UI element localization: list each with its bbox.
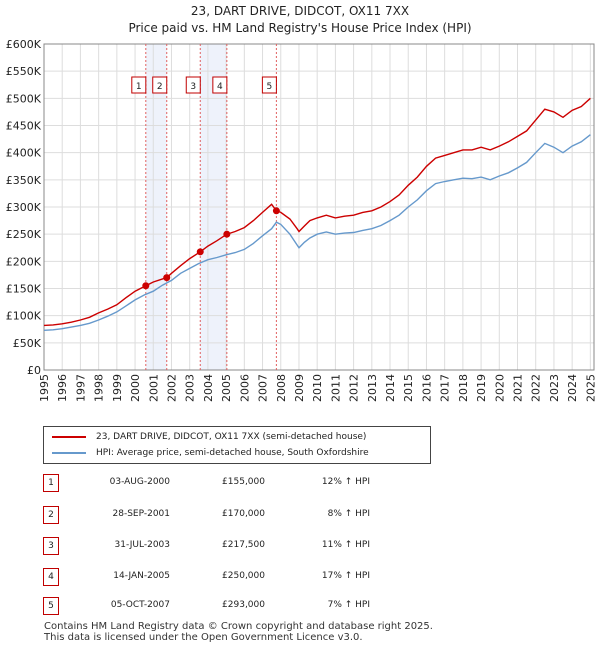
chart-title: 23, DART DRIVE, DIDCOT, OX11 7XX (190, 4, 410, 18)
x-tick-label: 1997 (74, 374, 87, 402)
transaction-number: 2 (43, 506, 59, 524)
series-line (43, 134, 591, 331)
x-tick-label: 2015 (402, 374, 415, 402)
chart-plot: £0 £50K £100K £150K £200K £250K £300K £350K £400… (6, 38, 598, 402)
sale-marker-box (185, 76, 201, 94)
sale-point (272, 207, 280, 215)
transaction-hpi: 8% ↑ HPI (327, 509, 370, 519)
x-tick-label: 2009 (293, 374, 306, 402)
y-tick-label: £300K (6, 201, 42, 214)
transaction-price: £155,000 (222, 477, 265, 487)
transaction-date: 31-JUL-2003 (114, 540, 170, 550)
x-tick-label: 2003 (184, 374, 197, 402)
x-tick-label: 1998 (93, 374, 106, 402)
x-tick-label: 2006 (238, 374, 251, 402)
x-tick-label: 2012 (348, 374, 361, 402)
x-tick-label: 2001 (147, 374, 160, 402)
table-row: 5 05-OCT-2007 £293,000 7% ↑ HPI (0, 597, 600, 617)
transaction-price: £217,500 (222, 540, 265, 550)
y-tick-label: £150K (6, 283, 42, 296)
footer-copyright: Contains HM Land Registry data © Crown c… (44, 621, 433, 632)
x-tick-label: 2004 (202, 374, 215, 402)
x-tick-label: 2000 (129, 374, 142, 402)
sale-marker-box (261, 76, 277, 94)
x-tick-label: 2023 (548, 374, 561, 402)
x-tick-label: 2019 (475, 374, 488, 402)
x-tick-label: 2016 (420, 374, 433, 402)
transaction-date: 28-SEP-2001 (112, 509, 170, 519)
sale-marker-label: 4 (217, 82, 223, 92)
x-tick-label: 2002 (165, 374, 178, 402)
x-tick-label: 1999 (111, 374, 124, 402)
sale-point (196, 248, 204, 256)
x-tick-label: 2025 (584, 374, 597, 402)
sale-marker-label: 2 (157, 82, 163, 92)
transaction-price: £293,000 (222, 600, 265, 610)
y-tick-label: £350K (6, 174, 42, 187)
table-row: 1 03-AUG-2000 £155,000 12% ↑ HPI (0, 474, 600, 494)
series-line (43, 97, 591, 327)
y-tick-label: £500K (6, 92, 42, 105)
y-tick-label: £450K (6, 120, 42, 133)
sale-point (163, 274, 171, 282)
sale-point (142, 282, 150, 290)
transaction-date: 03-AUG-2000 (109, 477, 170, 487)
legend-label-hpi: HPI: Average price, semi-detached house,… (96, 448, 369, 458)
transaction-number: 1 (43, 474, 59, 492)
legend-swatch-hpi (52, 452, 86, 454)
sale-marker-label: 3 (190, 82, 196, 92)
legend-item-hpi: HPI: Average price, semi-detached house,… (52, 445, 369, 461)
transaction-price: £250,000 (222, 571, 265, 581)
x-tick-label: 2017 (439, 374, 452, 402)
sale-marker-box (212, 76, 228, 94)
y-tick-label: £400K (6, 147, 42, 160)
transaction-hpi: 12% ↑ HPI (321, 477, 370, 487)
plot-frame (43, 43, 595, 371)
transaction-date: 14-JAN-2005 (113, 571, 170, 581)
footer-license: This data is licensed under the Open Gov… (44, 632, 363, 643)
y-tick-label: £50K (13, 337, 42, 350)
sale-marker-label: 1 (136, 82, 142, 92)
sale-marker-box (152, 76, 168, 94)
sale-marker-box (131, 76, 147, 94)
sale-point (223, 230, 231, 238)
table-row: 4 14-JAN-2005 £250,000 17% ↑ HPI (0, 568, 600, 588)
y-tick-label: £200K (6, 255, 42, 268)
legend: 23, DART DRIVE, DIDCOT, OX11 7XX (semi-d… (43, 426, 431, 464)
x-tick-label: 2020 (493, 374, 506, 402)
x-tick-label: 2014 (384, 374, 397, 402)
x-tick-label: 2018 (457, 374, 470, 402)
transaction-number: 5 (43, 597, 59, 615)
y-tick-label: £100K (6, 310, 42, 323)
x-tick-label: 1996 (56, 374, 69, 402)
y-tick-label: £550K (6, 65, 42, 78)
y-tick-label: £0 (27, 364, 41, 377)
y-tick-label: £600K (6, 38, 42, 51)
x-tick-label: 2011 (329, 374, 342, 402)
legend-item-property: 23, DART DRIVE, DIDCOT, OX11 7XX (semi-d… (52, 429, 366, 445)
transaction-hpi: 11% ↑ HPI (321, 540, 370, 550)
x-tick-label: 2008 (275, 374, 288, 402)
transaction-hpi: 7% ↑ HPI (327, 600, 370, 610)
x-tick-label: 2022 (530, 374, 543, 402)
x-tick-label: 2005 (220, 374, 233, 402)
table-row: 2 28-SEP-2001 £170,000 8% ↑ HPI (0, 506, 600, 526)
legend-label-property: 23, DART DRIVE, DIDCOT, OX11 7XX (semi-d… (96, 432, 367, 442)
transaction-number: 3 (43, 537, 59, 555)
transaction-price: £170,000 (222, 509, 265, 519)
y-tick-label: £250K (6, 228, 42, 241)
transaction-hpi: 17% ↑ HPI (321, 571, 370, 581)
x-tick-label: 2021 (512, 374, 525, 402)
x-tick-label: 2024 (566, 374, 579, 402)
x-tick-label: 2010 (311, 374, 324, 402)
transaction-number: 4 (43, 568, 59, 586)
legend-swatch-property (52, 436, 86, 438)
transaction-date: 05-OCT-2007 (110, 600, 170, 610)
chart-subtitle: Price paid vs. HM Land Registry's House … (128, 21, 472, 35)
x-tick-label: 1995 (38, 374, 51, 402)
x-tick-label: 2013 (366, 374, 379, 402)
x-tick-label: 2007 (257, 374, 270, 402)
table-row: 3 31-JUL-2003 £217,500 11% ↑ HPI (0, 537, 600, 557)
sale-marker-label: 5 (267, 82, 273, 92)
